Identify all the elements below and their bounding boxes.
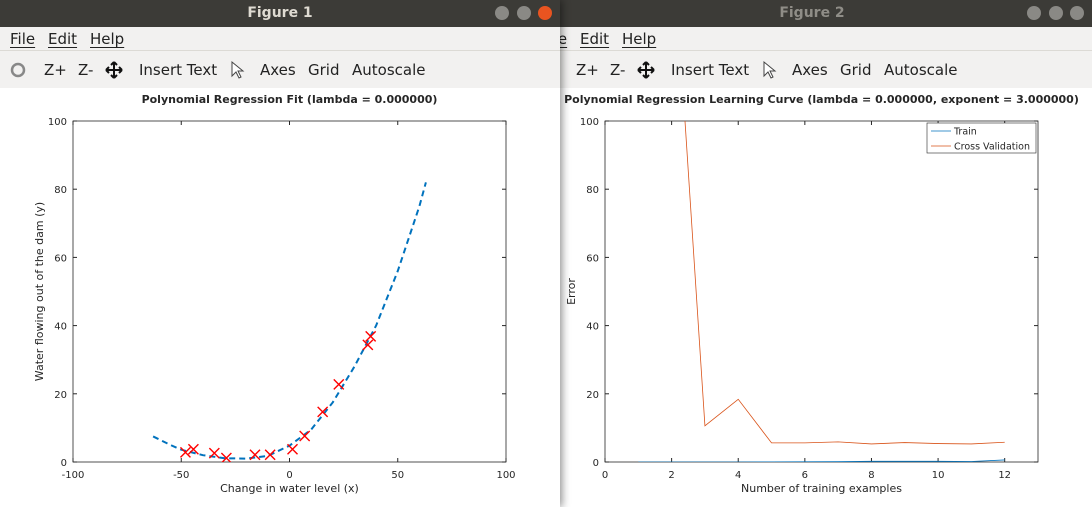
window-title: Figure 1 <box>247 5 313 21</box>
toolbar-button[interactable]: Z- <box>610 61 626 79</box>
data-point <box>179 446 191 458</box>
data-point <box>299 430 311 442</box>
y-tick-label: 0 <box>61 458 67 469</box>
x-tick-label: 12 <box>998 470 1011 481</box>
x-tick-label: 2 <box>668 470 674 481</box>
legend-label: Cross Validation <box>954 142 1030 153</box>
axes-box <box>604 120 1039 463</box>
menu-item[interactable]: Help <box>622 30 657 48</box>
y-tick-label: 100 <box>48 117 67 128</box>
x-tick-label: 50 <box>391 470 404 481</box>
window-title: Figure 2 <box>779 5 845 21</box>
y-axis-label: Water flowing out of the dam (y) <box>33 202 46 381</box>
toolbar-button[interactable]: Z- <box>78 61 94 79</box>
x-tick-label: -100 <box>62 470 85 481</box>
plot-area <box>638 121 1005 462</box>
toolbar-icon[interactable] <box>8 60 28 80</box>
data-point <box>187 443 199 455</box>
menu-item[interactable]: Edit <box>580 30 610 48</box>
toolbar-button[interactable]: Grid <box>840 61 872 79</box>
series-line <box>684 121 1005 445</box>
fit-line <box>152 182 427 460</box>
y-tick-label: 40 <box>586 322 599 333</box>
y-tick-label: 20 <box>586 390 599 401</box>
toolbar-button[interactable]: Insert Text <box>671 61 750 79</box>
close-button[interactable] <box>1070 6 1084 20</box>
menu-item[interactable]: Edit <box>48 30 78 48</box>
toolbar-icon[interactable] <box>226 60 246 80</box>
data-point <box>365 330 377 342</box>
y-tick-label: 80 <box>586 185 599 196</box>
y-tick-label: 0 <box>593 458 599 469</box>
y-tick-label: 60 <box>586 253 599 264</box>
menu-item[interactable]: Help <box>90 30 125 48</box>
axes-box <box>72 120 507 463</box>
toolbar-button[interactable]: Z+ <box>576 61 599 79</box>
x-tick-label: 0 <box>286 470 292 481</box>
toolbar-button[interactable]: Axes <box>260 61 296 79</box>
toolbar-button[interactable]: Axes <box>792 61 828 79</box>
x-axis-label: Number of training examples <box>741 482 902 495</box>
x-tick-label: 4 <box>735 470 741 481</box>
toolbar: Z+ Z- Insert Text Axes Grid Autoscale <box>0 51 560 89</box>
title-bar: Figure 2 <box>532 0 1092 27</box>
minimize-button[interactable] <box>495 6 509 20</box>
menu-bar: File Edit Help <box>0 27 560 51</box>
toolbar-icon[interactable] <box>104 60 124 80</box>
data-point <box>208 447 220 459</box>
y-tick-label: 80 <box>54 185 67 196</box>
data-point <box>333 378 345 390</box>
legend-label: Train <box>953 127 977 138</box>
toolbar-button[interactable]: Z+ <box>44 61 67 79</box>
title-bar: Figure 1 <box>0 0 560 27</box>
y-tick-label: 40 <box>54 322 67 333</box>
toolbar-button[interactable]: Autoscale <box>352 61 426 79</box>
data-point <box>264 449 276 461</box>
toolbar-icon[interactable] <box>758 60 778 80</box>
x-tick-label: 100 <box>496 470 515 481</box>
chart-title: Polynomial Regression Fit (lambda = 0.00… <box>142 93 438 106</box>
minimize-button[interactable] <box>1027 6 1041 20</box>
data-point <box>220 452 232 462</box>
maximize-button[interactable] <box>517 6 531 20</box>
toolbar: Z+ Z- Insert Text Axes Grid Autoscale <box>532 51 1092 89</box>
maximize-button[interactable] <box>1049 6 1063 20</box>
data-point <box>317 406 329 418</box>
toolbar-button[interactable]: Insert Text <box>139 61 218 79</box>
series-line <box>638 459 1005 462</box>
toolbar-button[interactable]: Grid <box>308 61 340 79</box>
x-tick-label: -50 <box>173 470 189 481</box>
y-tick-label: 20 <box>54 390 67 401</box>
toolbar-button[interactable]: Autoscale <box>884 61 958 79</box>
plot-area <box>152 182 427 462</box>
legend <box>926 122 1037 154</box>
toolbar-icon[interactable] <box>636 60 656 80</box>
x-tick-label: 8 <box>868 470 874 481</box>
data-point <box>362 339 374 351</box>
x-tick-label: 10 <box>932 470 945 481</box>
x-axis-label: Change in water level (x) <box>220 482 359 495</box>
y-tick-label: 100 <box>580 117 599 128</box>
chart: Polynomial Regression Fit (lambda = 0.00… <box>0 88 560 507</box>
data-point <box>249 449 261 461</box>
chart-title: Polynomial Regression Learning Curve (la… <box>564 93 1079 106</box>
x-tick-label: 6 <box>802 470 808 481</box>
data-point <box>287 443 299 455</box>
chart: Polynomial Regression Learning Curve (la… <box>532 88 1092 507</box>
y-tick-label: 60 <box>54 253 67 264</box>
menu-item[interactable]: File <box>10 30 36 48</box>
close-button[interactable] <box>538 6 552 20</box>
x-tick-label: 0 <box>602 470 608 481</box>
y-axis-label: Error <box>565 278 578 305</box>
figure-window: Figure 1 File Edit Help Z+ Z- Insert Text Axes G… <box>0 0 560 507</box>
figure-window: Figure 2FileEditHelpZ+Z-Insert TextAxesG… <box>532 0 1092 507</box>
